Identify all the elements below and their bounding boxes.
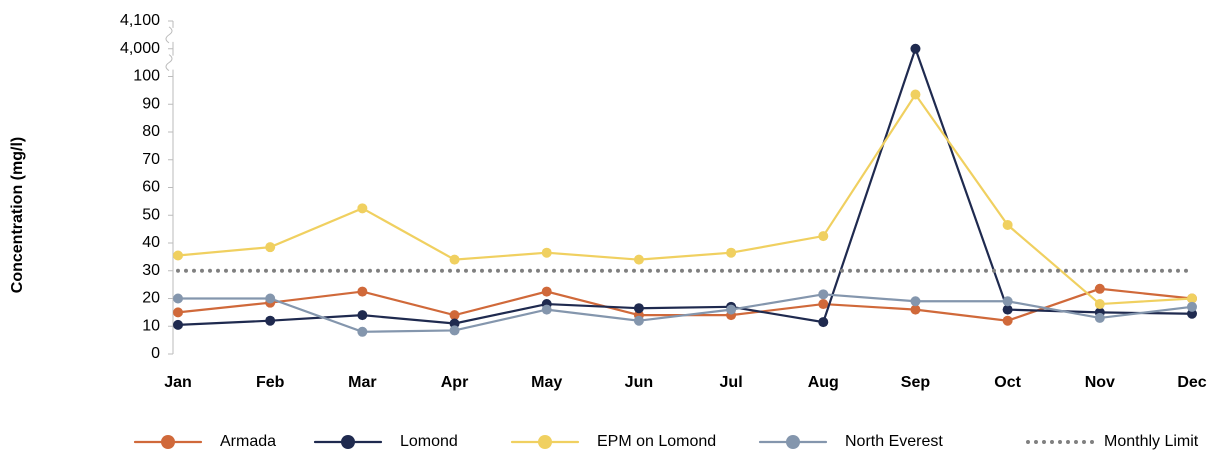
- legend-marker: [341, 435, 355, 449]
- data-point: [726, 304, 737, 315]
- x-tick-label: Jul: [720, 374, 743, 391]
- data-point: [173, 250, 183, 261]
- data-point: [1002, 315, 1013, 326]
- data-point: [173, 319, 183, 330]
- data-point: [173, 307, 183, 318]
- series-line: [176, 45, 1194, 326]
- x-tick-label: Mar: [348, 374, 376, 391]
- legend-label: EPM on Lomond: [597, 433, 716, 450]
- data-point: [173, 293, 183, 304]
- legend-label: Monthly Limit: [1104, 433, 1199, 450]
- data-point: [818, 289, 829, 300]
- data-point: [1187, 308, 1197, 319]
- data-point: [265, 242, 276, 253]
- series-line: [176, 92, 1194, 306]
- data-point: [1094, 283, 1105, 294]
- data-point: [1002, 296, 1013, 307]
- legend-label: Armada: [220, 433, 276, 450]
- y-tick-label: 50: [142, 206, 160, 223]
- y-tick-label: 60: [142, 179, 160, 196]
- y-axis-label: Concentration (mg/l): [9, 137, 26, 293]
- x-tick-label: Dec: [1177, 374, 1206, 391]
- y-tick-label: 10: [142, 317, 160, 334]
- data-point: [357, 286, 368, 297]
- axis-break-gap: [170, 27, 176, 42]
- legend-label: Lomond: [400, 433, 458, 450]
- data-point: [818, 231, 829, 242]
- data-point: [265, 315, 276, 326]
- y-tick-label: 20: [142, 290, 160, 307]
- data-point: [910, 296, 921, 307]
- data-point: [449, 254, 460, 265]
- x-tick-label: Jan: [164, 374, 192, 391]
- y-tick-label: 100: [133, 68, 160, 85]
- y-tick-label: 30: [142, 262, 160, 279]
- data-point: [265, 293, 276, 304]
- data-point: [449, 310, 460, 321]
- data-point: [1094, 299, 1105, 310]
- data-point: [1187, 293, 1197, 304]
- y-tick-label: 40: [142, 234, 160, 251]
- y-tick-label: 80: [142, 123, 160, 140]
- data-point: [633, 303, 644, 314]
- data-point: [910, 43, 921, 54]
- data-point: [449, 318, 460, 329]
- x-tick-label: Sep: [901, 374, 931, 391]
- data-point: [1094, 312, 1105, 323]
- data-point: [910, 304, 921, 315]
- data-point: [1187, 301, 1197, 312]
- data-point: [633, 315, 644, 326]
- data-point: [357, 326, 368, 337]
- data-point: [541, 247, 552, 258]
- data-point: [449, 325, 460, 336]
- data-point: [726, 247, 737, 258]
- data-point: [1002, 219, 1013, 230]
- y-tick-label: 70: [142, 151, 160, 168]
- data-point: [541, 304, 552, 315]
- x-tick-label: May: [531, 374, 562, 391]
- axis-break: [165, 54, 173, 72]
- x-tick-label: Apr: [441, 374, 469, 391]
- legend-marker: [786, 435, 800, 449]
- data-point: [541, 286, 552, 297]
- data-point: [633, 254, 644, 265]
- x-tick-label: Jun: [625, 374, 653, 391]
- legend-marker: [161, 435, 175, 449]
- series-line: [176, 293, 1194, 333]
- x-tick-label: Aug: [808, 374, 839, 391]
- legend-label: North Everest: [845, 433, 943, 450]
- legend-marker: [538, 435, 552, 449]
- data-point: [357, 310, 368, 321]
- axis-break-gap: [170, 55, 176, 70]
- y-tick-label: 4,000: [120, 40, 160, 57]
- y-tick-label: 0: [151, 345, 160, 362]
- data-point: [1002, 304, 1013, 315]
- x-tick-label: Feb: [256, 374, 285, 391]
- y-tick-label: 90: [142, 95, 160, 112]
- axis-break: [165, 26, 173, 44]
- data-point: [818, 299, 829, 310]
- x-tick-label: Oct: [994, 374, 1021, 391]
- x-tick-label: Nov: [1085, 374, 1115, 391]
- y-tick-label: 4,100: [120, 12, 160, 29]
- data-point: [910, 89, 921, 100]
- data-point: [357, 203, 368, 214]
- data-point: [818, 317, 829, 328]
